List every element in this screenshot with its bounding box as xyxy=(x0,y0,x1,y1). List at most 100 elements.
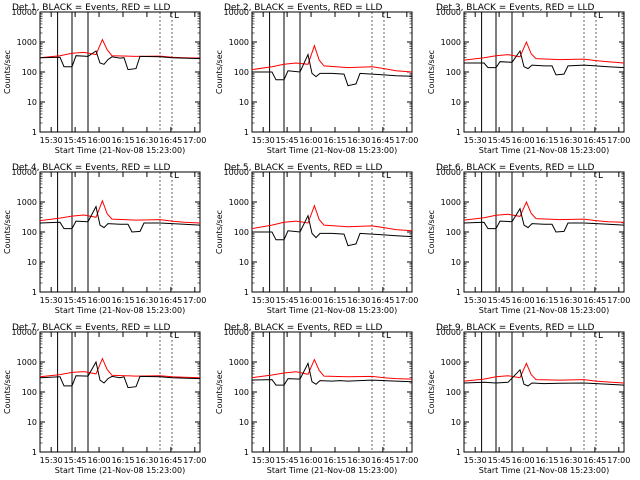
y-tick-label: 1 xyxy=(32,128,37,137)
y-tick-label: 1000 xyxy=(229,38,249,47)
panel-title: Det 2, BLACK = Events, RED = LLD xyxy=(224,3,383,13)
y-axis-label: Counts/sec xyxy=(215,370,224,414)
x-tick-label: 16:45 xyxy=(371,136,394,145)
y-tick-label: 1 xyxy=(244,288,249,297)
lld-series-line xyxy=(39,199,201,224)
x-tick-label: 15:30 xyxy=(40,456,63,465)
lld-series-line xyxy=(463,362,625,384)
y-tick-label: 100 xyxy=(446,68,461,77)
y-tick-label: 10000 xyxy=(12,168,37,177)
events-series-line xyxy=(251,361,413,386)
events-series-line xyxy=(39,205,201,233)
x-axis-label: Start Time (21-Nov-08 15:23:00) xyxy=(479,306,609,315)
lld-series-line xyxy=(463,40,625,64)
y-tick-label: 1000 xyxy=(441,198,461,207)
x-tick-label: 16:45 xyxy=(159,136,182,145)
x-tick-label: 16:45 xyxy=(159,456,182,465)
y-tick-label: 100 xyxy=(446,388,461,397)
plot-frame xyxy=(251,331,413,453)
x-axis-label: Start Time (21-Nov-08 15:23:00) xyxy=(267,306,397,315)
y-tick-label: 10 xyxy=(27,418,37,427)
x-tick-label: 16:00 xyxy=(512,456,535,465)
y-tick-label: 100 xyxy=(22,228,37,237)
y-tick-label: 1 xyxy=(456,448,461,457)
y-tick-label: 10 xyxy=(239,418,249,427)
x-tick-label: 16:15 xyxy=(111,136,134,145)
y-tick-label: 10000 xyxy=(436,328,461,337)
x-tick-label: 16:45 xyxy=(583,296,606,305)
x-tick-label: 17:00 xyxy=(395,136,418,145)
x-tick-label: 16:00 xyxy=(512,136,535,145)
panel-title: Det 6, BLACK = Events, RED = LLD xyxy=(436,163,595,173)
legend-mark: L xyxy=(174,331,179,341)
legend-mark: L xyxy=(598,11,603,21)
x-axis-label: Start Time (21-Nov-08 15:23:00) xyxy=(267,466,397,475)
x-tick-label: 15:30 xyxy=(464,136,487,145)
y-tick-label: 10000 xyxy=(436,8,461,17)
lld-series-line xyxy=(251,204,413,232)
x-tick-label: 16:30 xyxy=(135,136,158,145)
x-axis-label: Start Time (21-Nov-08 15:23:00) xyxy=(479,466,609,475)
plot-frame xyxy=(463,11,625,133)
y-tick-label: 10 xyxy=(451,258,461,267)
lld-series-line xyxy=(39,38,201,59)
y-axis-label: Counts/sec xyxy=(427,50,436,94)
events-series-line xyxy=(39,360,201,389)
x-axis-label: Start Time (21-Nov-08 15:23:00) xyxy=(55,306,185,315)
legend-mark: L xyxy=(386,331,391,341)
y-tick-label: 10 xyxy=(451,418,461,427)
panel-title: Det 3, BLACK = Events, RED = LLD xyxy=(436,3,595,13)
y-axis-label: Counts/sec xyxy=(427,370,436,414)
y-tick-label: 1 xyxy=(32,288,37,297)
y-tick-label: 10000 xyxy=(436,168,461,177)
x-axis-label: Start Time (21-Nov-08 15:23:00) xyxy=(55,146,185,155)
y-tick-label: 10000 xyxy=(224,328,249,337)
y-tick-label: 10000 xyxy=(12,328,37,337)
x-tick-label: 16:00 xyxy=(512,296,535,305)
y-tick-label: 100 xyxy=(22,68,37,77)
y-axis-label: Counts/sec xyxy=(215,210,224,254)
x-tick-label: 15:45 xyxy=(488,296,511,305)
x-tick-label: 17:00 xyxy=(607,456,630,465)
plot-frame xyxy=(463,331,625,453)
y-tick-label: 1000 xyxy=(17,38,37,47)
y-tick-label: 1 xyxy=(32,448,37,457)
x-tick-label: 15:45 xyxy=(64,136,87,145)
y-tick-label: 100 xyxy=(446,228,461,237)
x-tick-label: 15:30 xyxy=(252,456,275,465)
legend-mark: L xyxy=(598,331,603,341)
x-tick-label: 15:45 xyxy=(64,296,87,305)
x-tick-label: 15:45 xyxy=(488,136,511,145)
x-tick-label: 17:00 xyxy=(395,456,418,465)
y-tick-label: 10000 xyxy=(12,8,37,17)
x-tick-label: 17:00 xyxy=(607,296,630,305)
y-tick-label: 1000 xyxy=(441,358,461,367)
legend-mark: L xyxy=(386,171,391,181)
x-tick-label: 16:30 xyxy=(347,136,370,145)
x-tick-label: 15:45 xyxy=(276,456,299,465)
x-tick-label: 15:30 xyxy=(464,456,487,465)
x-tick-label: 16:45 xyxy=(371,456,394,465)
y-tick-label: 1000 xyxy=(17,198,37,207)
legend-mark: L xyxy=(174,171,179,181)
y-tick-label: 1 xyxy=(244,128,249,137)
y-tick-label: 100 xyxy=(234,228,249,237)
x-tick-label: 15:45 xyxy=(276,136,299,145)
x-tick-label: 15:45 xyxy=(64,456,87,465)
x-tick-label: 15:30 xyxy=(464,296,487,305)
x-tick-label: 15:45 xyxy=(488,456,511,465)
plot-frame xyxy=(39,11,201,133)
x-tick-label: 16:15 xyxy=(323,136,346,145)
y-tick-label: 1 xyxy=(456,288,461,297)
lld-series-line xyxy=(251,44,413,73)
x-axis-label: Start Time (21-Nov-08 15:23:00) xyxy=(267,146,397,155)
x-axis-label: Start Time (21-Nov-08 15:23:00) xyxy=(479,146,609,155)
x-tick-label: 16:30 xyxy=(347,456,370,465)
y-axis-label: Counts/sec xyxy=(427,210,436,254)
x-tick-label: 16:00 xyxy=(88,296,111,305)
x-tick-label: 17:00 xyxy=(183,456,206,465)
